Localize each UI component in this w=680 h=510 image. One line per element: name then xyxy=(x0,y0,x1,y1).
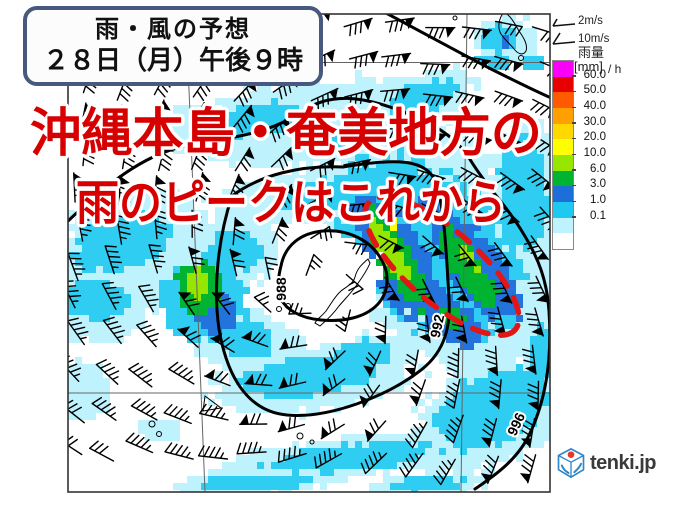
rain-scale-tick xyxy=(572,184,576,187)
isobar-path xyxy=(276,229,389,322)
rain-color-band xyxy=(553,233,573,249)
isobar-label: 988 xyxy=(273,277,289,301)
rain-scale-label: 3.0 xyxy=(590,178,606,191)
forecast-title-box: 雨・風の予想 ２８日（月）午後９時 xyxy=(23,6,323,86)
rain-color-band xyxy=(553,139,573,155)
wind-barb-half-icon xyxy=(552,18,576,27)
islet xyxy=(276,306,282,312)
wind-legend-2ms: 2m/s xyxy=(550,13,603,29)
rain-layer xyxy=(68,14,550,492)
tenki-cube-icon xyxy=(557,448,585,478)
rain-scale-label: 60.0 xyxy=(583,68,606,81)
rain-scale-label: 1.0 xyxy=(590,194,606,206)
headline-line1: 沖縄本島・奄美地方の xyxy=(30,105,542,163)
rain-legend-unit: [mm] xyxy=(574,59,603,74)
rain-color-band xyxy=(553,76,573,93)
rain-color-band xyxy=(553,92,573,108)
rain-legend-per-hour: / h xyxy=(608,62,622,76)
isobar-path xyxy=(384,14,550,99)
forecast-title: 雨・風の予想 xyxy=(95,16,251,44)
rain-scale-label: 20.0 xyxy=(583,131,606,144)
wind-legend-label: 10m/s xyxy=(578,33,610,45)
isobar-path xyxy=(68,96,550,491)
rain-scale-label: 6.0 xyxy=(590,162,606,175)
tenki-logo[interactable]: tenki.jp xyxy=(556,447,657,479)
rain-scale-tick xyxy=(572,169,576,171)
rain-color-band xyxy=(553,61,573,77)
rain-scale-label: 40.0 xyxy=(583,100,606,112)
rain-color-band xyxy=(553,170,573,187)
islet xyxy=(156,431,162,437)
rain-scale-tick xyxy=(572,153,576,155)
tenki-logo-text: tenki.jp xyxy=(590,451,657,474)
rain-scale-tick xyxy=(572,90,576,93)
rain-scale-tick xyxy=(572,200,576,202)
rain-color-band xyxy=(553,154,573,171)
islet xyxy=(309,439,315,445)
rain-scale-label: 10.0 xyxy=(583,147,606,159)
rain-scale-tick xyxy=(572,106,576,108)
wind-barb-full-icon xyxy=(552,32,576,45)
rain-color-band xyxy=(553,123,573,140)
rain-scale-label: 0.1 xyxy=(590,209,606,222)
wind-legend-label: 2m/s xyxy=(578,15,603,27)
rain-legend-title: 雨量 xyxy=(578,45,605,60)
highlight-ellipse xyxy=(362,194,522,338)
rain-color-band xyxy=(553,186,573,202)
coastline xyxy=(202,395,223,412)
rain-scale-tick xyxy=(572,216,576,218)
rain-scale-label: 50.0 xyxy=(583,84,606,97)
wind-barb-layer xyxy=(68,14,550,486)
islet xyxy=(296,432,304,440)
islet xyxy=(518,55,524,61)
forecast-datetime: ２８日（月）午後９時 xyxy=(42,45,303,76)
rain-scale-tick xyxy=(572,122,576,124)
rain-scale-tick xyxy=(572,137,576,140)
headline-line2: 雨のピークはこれから xyxy=(76,177,506,230)
rain-color-band xyxy=(553,217,573,234)
rain-color-bar xyxy=(552,60,574,250)
rain-scale-tick xyxy=(572,75,576,77)
isobar-path xyxy=(215,160,451,417)
headline-overlay: 沖縄本島・奄美地方の 雨のピークはこれから xyxy=(27,102,546,234)
rain-color-band xyxy=(553,201,573,218)
coastline xyxy=(498,14,527,55)
rain-scale-label: 30.0 xyxy=(583,115,606,128)
islet xyxy=(452,15,458,21)
wind-legend-10ms: 10m/s xyxy=(550,31,609,47)
rain-color-band xyxy=(553,107,573,124)
islet xyxy=(148,420,156,428)
rain-color-scale: 60.0 50.0 40.0 30.0 20.0 10.0 6.0 3.0 1.0 0.1 xyxy=(552,60,612,250)
